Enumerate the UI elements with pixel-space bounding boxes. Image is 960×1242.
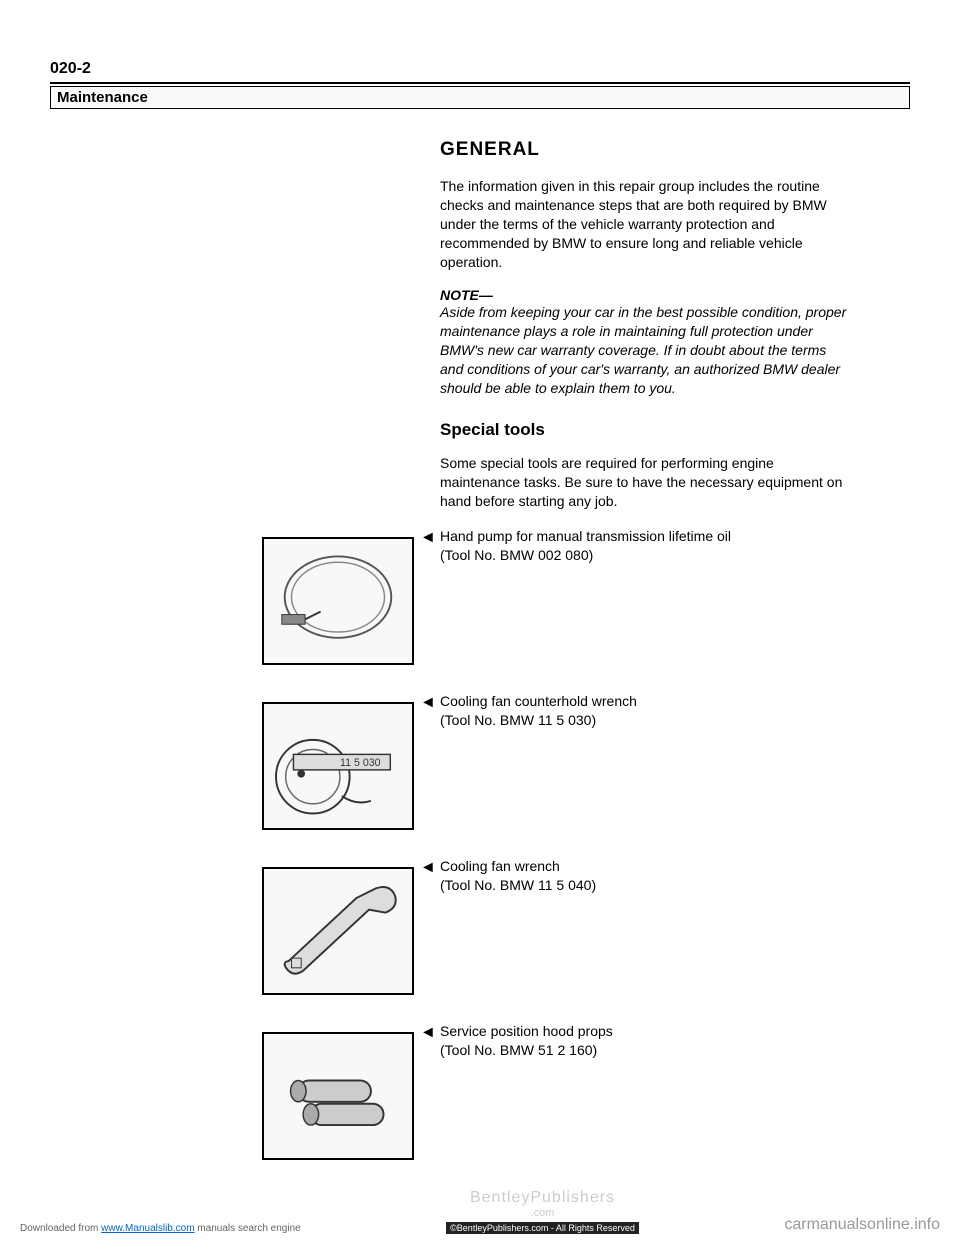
tool-text: Service position hood props (Tool No. BM… <box>440 1022 850 1061</box>
tool-number: (Tool No. BMW 11 5 030) <box>440 712 596 728</box>
arrow-icon: ◄ <box>420 859 436 877</box>
tool-desc: Hand pump for manual transmission lifeti… <box>440 528 731 544</box>
tool-number: (Tool No. BMW 002 080) <box>440 547 593 563</box>
top-rule <box>50 82 910 84</box>
tool-desc: Cooling fan counterhold wrench <box>440 693 637 709</box>
tool-image-hood-props <box>262 1032 414 1160</box>
note-text: Aside from keeping your car in the best … <box>440 303 850 397</box>
note-label: NOTE— <box>440 287 850 303</box>
tool-item: ◄ Service position hood props (Tool No. … <box>440 1022 850 1177</box>
tool-item: ◄ Cooling fan wrench (Tool No. BMW 11 5 … <box>440 857 850 1012</box>
tool-image-fan-wrench <box>262 867 414 995</box>
page-footer: Downloaded from www.Manualslib.com manua… <box>0 1189 960 1234</box>
footer-left-prefix: Downloaded from <box>20 1223 101 1234</box>
page-number: 020-2 <box>50 60 910 78</box>
tool-text: Cooling fan counterhold wrench (Tool No.… <box>440 692 850 731</box>
special-tools-intro: Some special tools are required for perf… <box>440 454 850 511</box>
tool-text: Hand pump for manual transmission lifeti… <box>440 527 850 566</box>
footer-right: carmanualsonline.info <box>784 1216 940 1234</box>
svg-text:11 5 030: 11 5 030 <box>340 757 381 769</box>
footer-publisher: BentleyPublishers <box>301 1189 785 1207</box>
tool-image-counterhold-wrench: 11 5 030 <box>262 702 414 830</box>
arrow-icon: ◄ <box>420 694 436 712</box>
special-tools-heading: Special tools <box>440 420 850 440</box>
general-heading-text: GENERAL <box>440 139 540 160</box>
arrow-icon: ◄ <box>420 529 436 547</box>
footer-left-suffix: manuals search engine <box>195 1223 301 1234</box>
tool-image-hand-pump <box>262 537 414 665</box>
tool-desc: Cooling fan wrench <box>440 858 560 874</box>
footer-link[interactable]: www.Manualslib.com <box>101 1223 194 1234</box>
page-container: 020-2 Maintenance GENERAL The informatio… <box>0 0 960 1242</box>
tool-number: (Tool No. BMW 11 5 040) <box>440 877 596 893</box>
footer-publisher-sub: .com <box>301 1207 785 1219</box>
note-block: NOTE— Aside from keeping your car in the… <box>440 287 850 397</box>
tool-text: Cooling fan wrench (Tool No. BMW 11 5 04… <box>440 857 850 896</box>
general-heading: GENERAL <box>440 139 850 161</box>
arrow-icon: ◄ <box>420 1024 436 1042</box>
general-intro: The information given in this repair gro… <box>440 177 850 271</box>
tool-item: 11 5 030 ◄ Cooling fan counterhold wrenc… <box>440 692 850 847</box>
footer-center: BentleyPublishers .com ©BentleyPublisher… <box>301 1189 785 1234</box>
tool-number: (Tool No. BMW 51 2 160) <box>440 1042 597 1058</box>
tool-desc: Service position hood props <box>440 1023 613 1039</box>
tool-item: ◄ Hand pump for manual transmission life… <box>440 527 850 682</box>
section-header-box: Maintenance <box>50 86 910 109</box>
content-column: GENERAL The information given in this re… <box>440 139 850 1177</box>
footer-copyright: ©BentleyPublishers.com - All Rights Rese… <box>446 1222 639 1234</box>
footer-left: Downloaded from www.Manualslib.com manua… <box>20 1223 301 1234</box>
